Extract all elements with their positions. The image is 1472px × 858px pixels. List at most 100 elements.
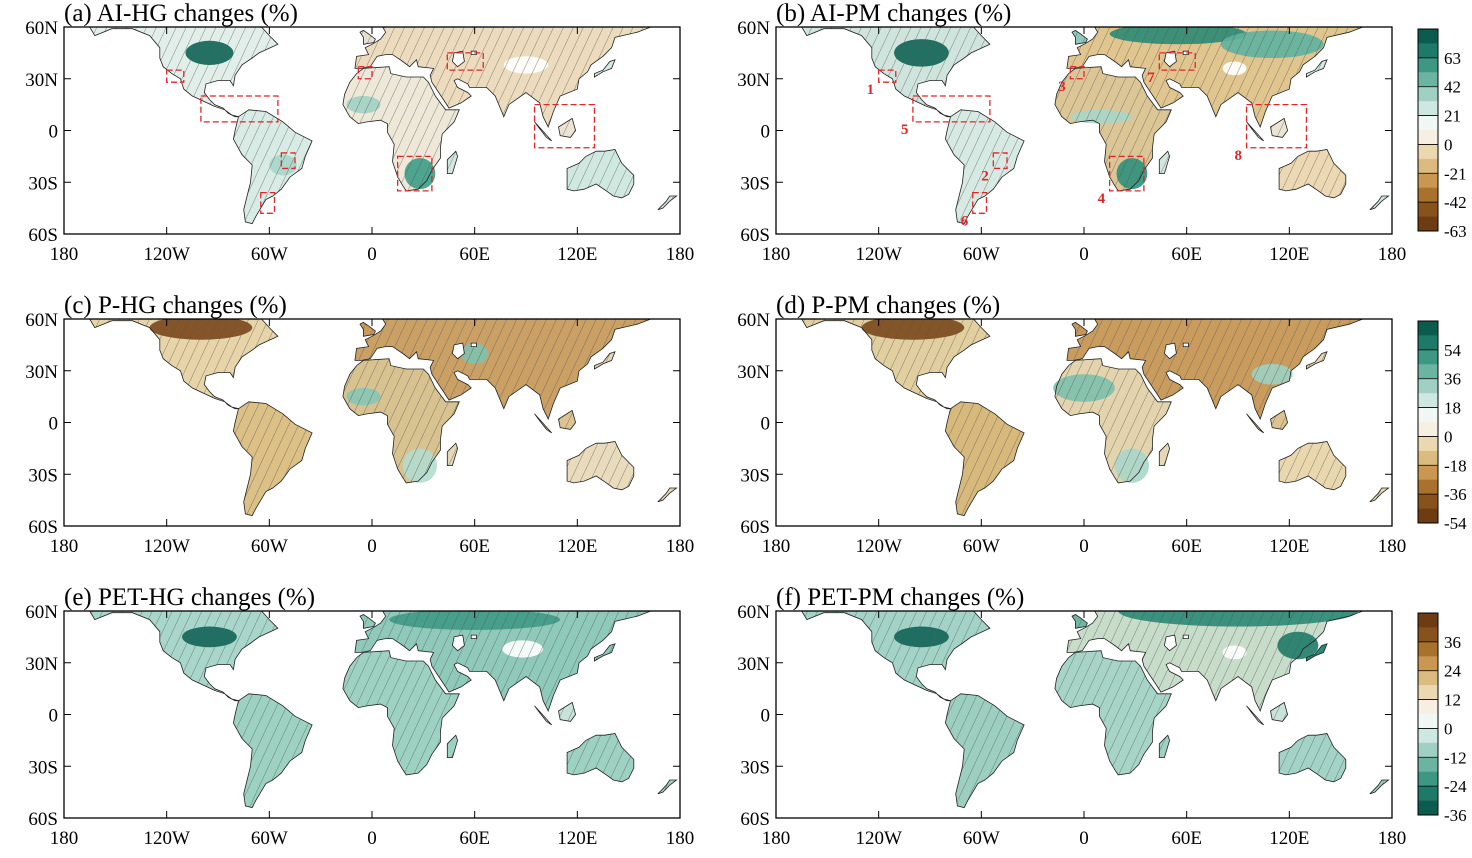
lat-tick-label: 0 xyxy=(761,122,771,143)
colorbar-swatch xyxy=(1418,57,1438,73)
lat-tick-label: 60S xyxy=(28,809,58,830)
coastline xyxy=(1158,150,1171,175)
lat-tick-label: 60N xyxy=(737,310,770,331)
panel-title: (e) PET-HG changes (%) xyxy=(64,584,315,611)
lon-tick-label: 180 xyxy=(666,244,695,265)
coastline xyxy=(594,643,616,662)
coastline xyxy=(657,195,678,211)
coastline xyxy=(1246,121,1264,142)
colorbar-label: 21 xyxy=(1444,107,1461,126)
coastline xyxy=(1306,643,1328,662)
coastline xyxy=(359,321,376,337)
colorbar-swatch xyxy=(1418,407,1438,423)
coastline xyxy=(566,149,635,199)
lon-tick-label: 0 xyxy=(367,244,377,265)
coastline xyxy=(1278,733,1347,783)
colorbar-swatch xyxy=(1418,800,1438,816)
lon-tick-label: 60E xyxy=(459,828,490,849)
colorbar-swatch xyxy=(1418,115,1438,131)
map-area xyxy=(89,27,678,225)
lon-tick-label: 60W xyxy=(251,536,288,557)
lat-tick-label: 0 xyxy=(761,706,771,727)
colorbar-swatch xyxy=(1418,714,1438,729)
lat-tick-label: 60N xyxy=(25,310,58,331)
coastline xyxy=(89,319,279,410)
lon-tick-label: 60W xyxy=(251,828,288,849)
lon-tick-label: 120W xyxy=(855,536,902,557)
coastline xyxy=(1306,351,1328,370)
coastline xyxy=(801,319,991,410)
lat-tick-label: 60S xyxy=(28,517,58,538)
lat-tick-label: 30S xyxy=(740,465,770,486)
panel-title: (a) AI-HG changes (%) xyxy=(64,0,298,27)
coastline xyxy=(1071,29,1088,45)
lon-tick-label: 180 xyxy=(1378,828,1407,849)
coastline xyxy=(232,109,313,225)
colorbar-label: -21 xyxy=(1444,164,1467,183)
lon-tick-label: 120W xyxy=(855,828,902,849)
lat-tick-label: 60N xyxy=(25,18,58,39)
coastline xyxy=(594,351,616,370)
map-area xyxy=(89,611,678,809)
lat-tick-label: 30S xyxy=(28,465,58,486)
region-box-1 xyxy=(166,69,185,83)
lake xyxy=(451,634,465,652)
lon-tick-label: 60E xyxy=(459,244,490,265)
lon-tick-label: 120E xyxy=(1269,244,1309,265)
colorbar-label: -42 xyxy=(1444,193,1467,212)
colorbar-swatch xyxy=(1418,450,1438,466)
lon-tick-label: 0 xyxy=(367,536,377,557)
coastline xyxy=(558,409,577,430)
lat-tick-label: 30N xyxy=(737,654,770,675)
lat-tick-label: 30N xyxy=(737,70,770,91)
colorbar-swatch xyxy=(1418,656,1438,672)
coastline xyxy=(1270,117,1289,138)
coastline xyxy=(1369,195,1390,211)
region-box-2 xyxy=(992,152,1008,170)
lon-tick-label: 60W xyxy=(963,244,1000,265)
lon-tick-label: 120E xyxy=(557,536,597,557)
colorbar-label: -24 xyxy=(1444,777,1467,796)
map-area xyxy=(801,27,1390,225)
coastline xyxy=(354,611,655,713)
colorbar-label: 18 xyxy=(1444,399,1461,418)
colorbar-swatch xyxy=(1418,321,1438,336)
lon-tick-label: 120W xyxy=(143,244,190,265)
lat-tick-label: 30S xyxy=(28,757,58,778)
lon-tick-label: 120E xyxy=(1269,828,1309,849)
region-label-5: 5 xyxy=(901,122,909,138)
colorbar-p: 54 36 18 0 -18 -36 -54 xyxy=(1417,320,1467,533)
coastline xyxy=(1278,441,1347,491)
coastline xyxy=(1246,413,1264,434)
region-label-1: 1 xyxy=(867,82,875,98)
region-box-4 xyxy=(397,155,433,192)
colorbar-label: 36 xyxy=(1444,370,1461,389)
region-box-5 xyxy=(912,95,991,123)
colorbar-label: -12 xyxy=(1444,748,1467,767)
coastline xyxy=(1071,321,1088,337)
colorbar-ai: 63 42 21 0 -21 -42 -63 xyxy=(1417,28,1467,241)
colorbar-swatch xyxy=(1418,393,1438,409)
coastline xyxy=(534,413,552,434)
colorbar-swatch xyxy=(1418,86,1438,102)
lon-tick-label: 60E xyxy=(1171,536,1202,557)
region-label-6: 6 xyxy=(961,213,969,229)
coastline xyxy=(1054,650,1172,776)
colorbar-swatch xyxy=(1418,187,1438,203)
map-area xyxy=(89,319,678,517)
lake xyxy=(1163,634,1177,652)
colorbar-label: 54 xyxy=(1444,341,1462,360)
lat-tick-label: 60N xyxy=(25,602,58,623)
region-box-6 xyxy=(260,191,276,214)
colorbar-pet: 36 24 12 0 -12 -24 -36 xyxy=(1417,612,1467,825)
lon-tick-label: 120E xyxy=(557,244,597,265)
region-label-4: 4 xyxy=(1098,191,1106,207)
coastline xyxy=(1369,779,1390,795)
colorbar-swatch xyxy=(1418,101,1438,117)
lon-tick-label: 180 xyxy=(762,244,791,265)
colorbar-swatch xyxy=(1418,216,1438,232)
lon-tick-label: 120E xyxy=(1269,536,1309,557)
map-area xyxy=(801,611,1390,809)
